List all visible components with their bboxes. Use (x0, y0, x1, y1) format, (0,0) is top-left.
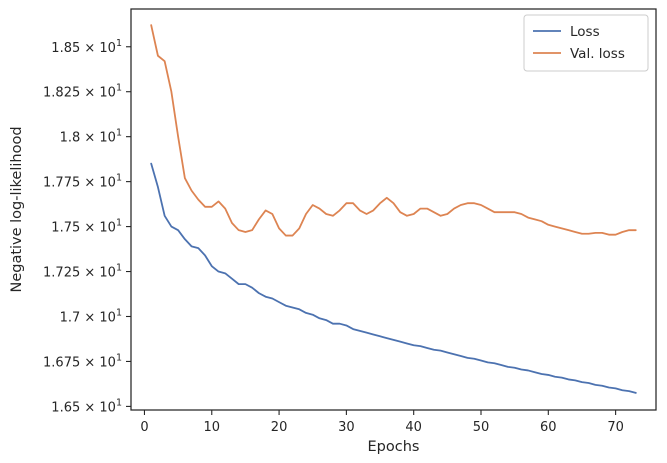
x-tick-label: 0 (140, 420, 148, 435)
axis-ticks: 0 10 20 30 40 50 60 70 1.65 × 101 1.675 × 101 1.7 … (43, 38, 624, 435)
y-tick-label: 1.775 × 101 (43, 173, 122, 191)
series-line-loss (150, 162, 637, 394)
x-tick-label: 50 (473, 420, 490, 435)
y-tick-label: 1.7 × 101 (60, 307, 122, 325)
y-tick-label: 1.825 × 101 (43, 83, 122, 101)
y-tick-label: 1.75 × 101 (51, 218, 122, 236)
legend-label: Loss (570, 24, 600, 40)
legend-box (523, 14, 649, 72)
x-tick-label: 60 (540, 420, 557, 435)
y-tick-label: 1.85 × 101 (51, 38, 122, 56)
x-axis-label: Epochs (368, 439, 420, 455)
x-tick-label: 30 (338, 420, 355, 435)
series-layer (150, 24, 637, 394)
legend-label: Val. loss (570, 46, 625, 62)
series-line-val-loss (150, 24, 637, 237)
y-axis-label: Negative log-likelihood (9, 126, 25, 292)
plot-area-frame (130, 8, 657, 411)
x-tick-label: 40 (405, 420, 422, 435)
legend: Loss Val. loss (523, 14, 649, 72)
y-tick-label: 1.675 × 101 (43, 352, 122, 370)
x-tick-label: 10 (203, 420, 220, 435)
y-tick-label: 1.8 × 101 (60, 128, 122, 146)
y-tick-label: 1.725 × 101 (43, 263, 122, 281)
y-tick-label: 1.65 × 101 (51, 397, 122, 415)
x-tick-label: 70 (607, 420, 624, 435)
x-tick-label: 20 (271, 420, 288, 435)
